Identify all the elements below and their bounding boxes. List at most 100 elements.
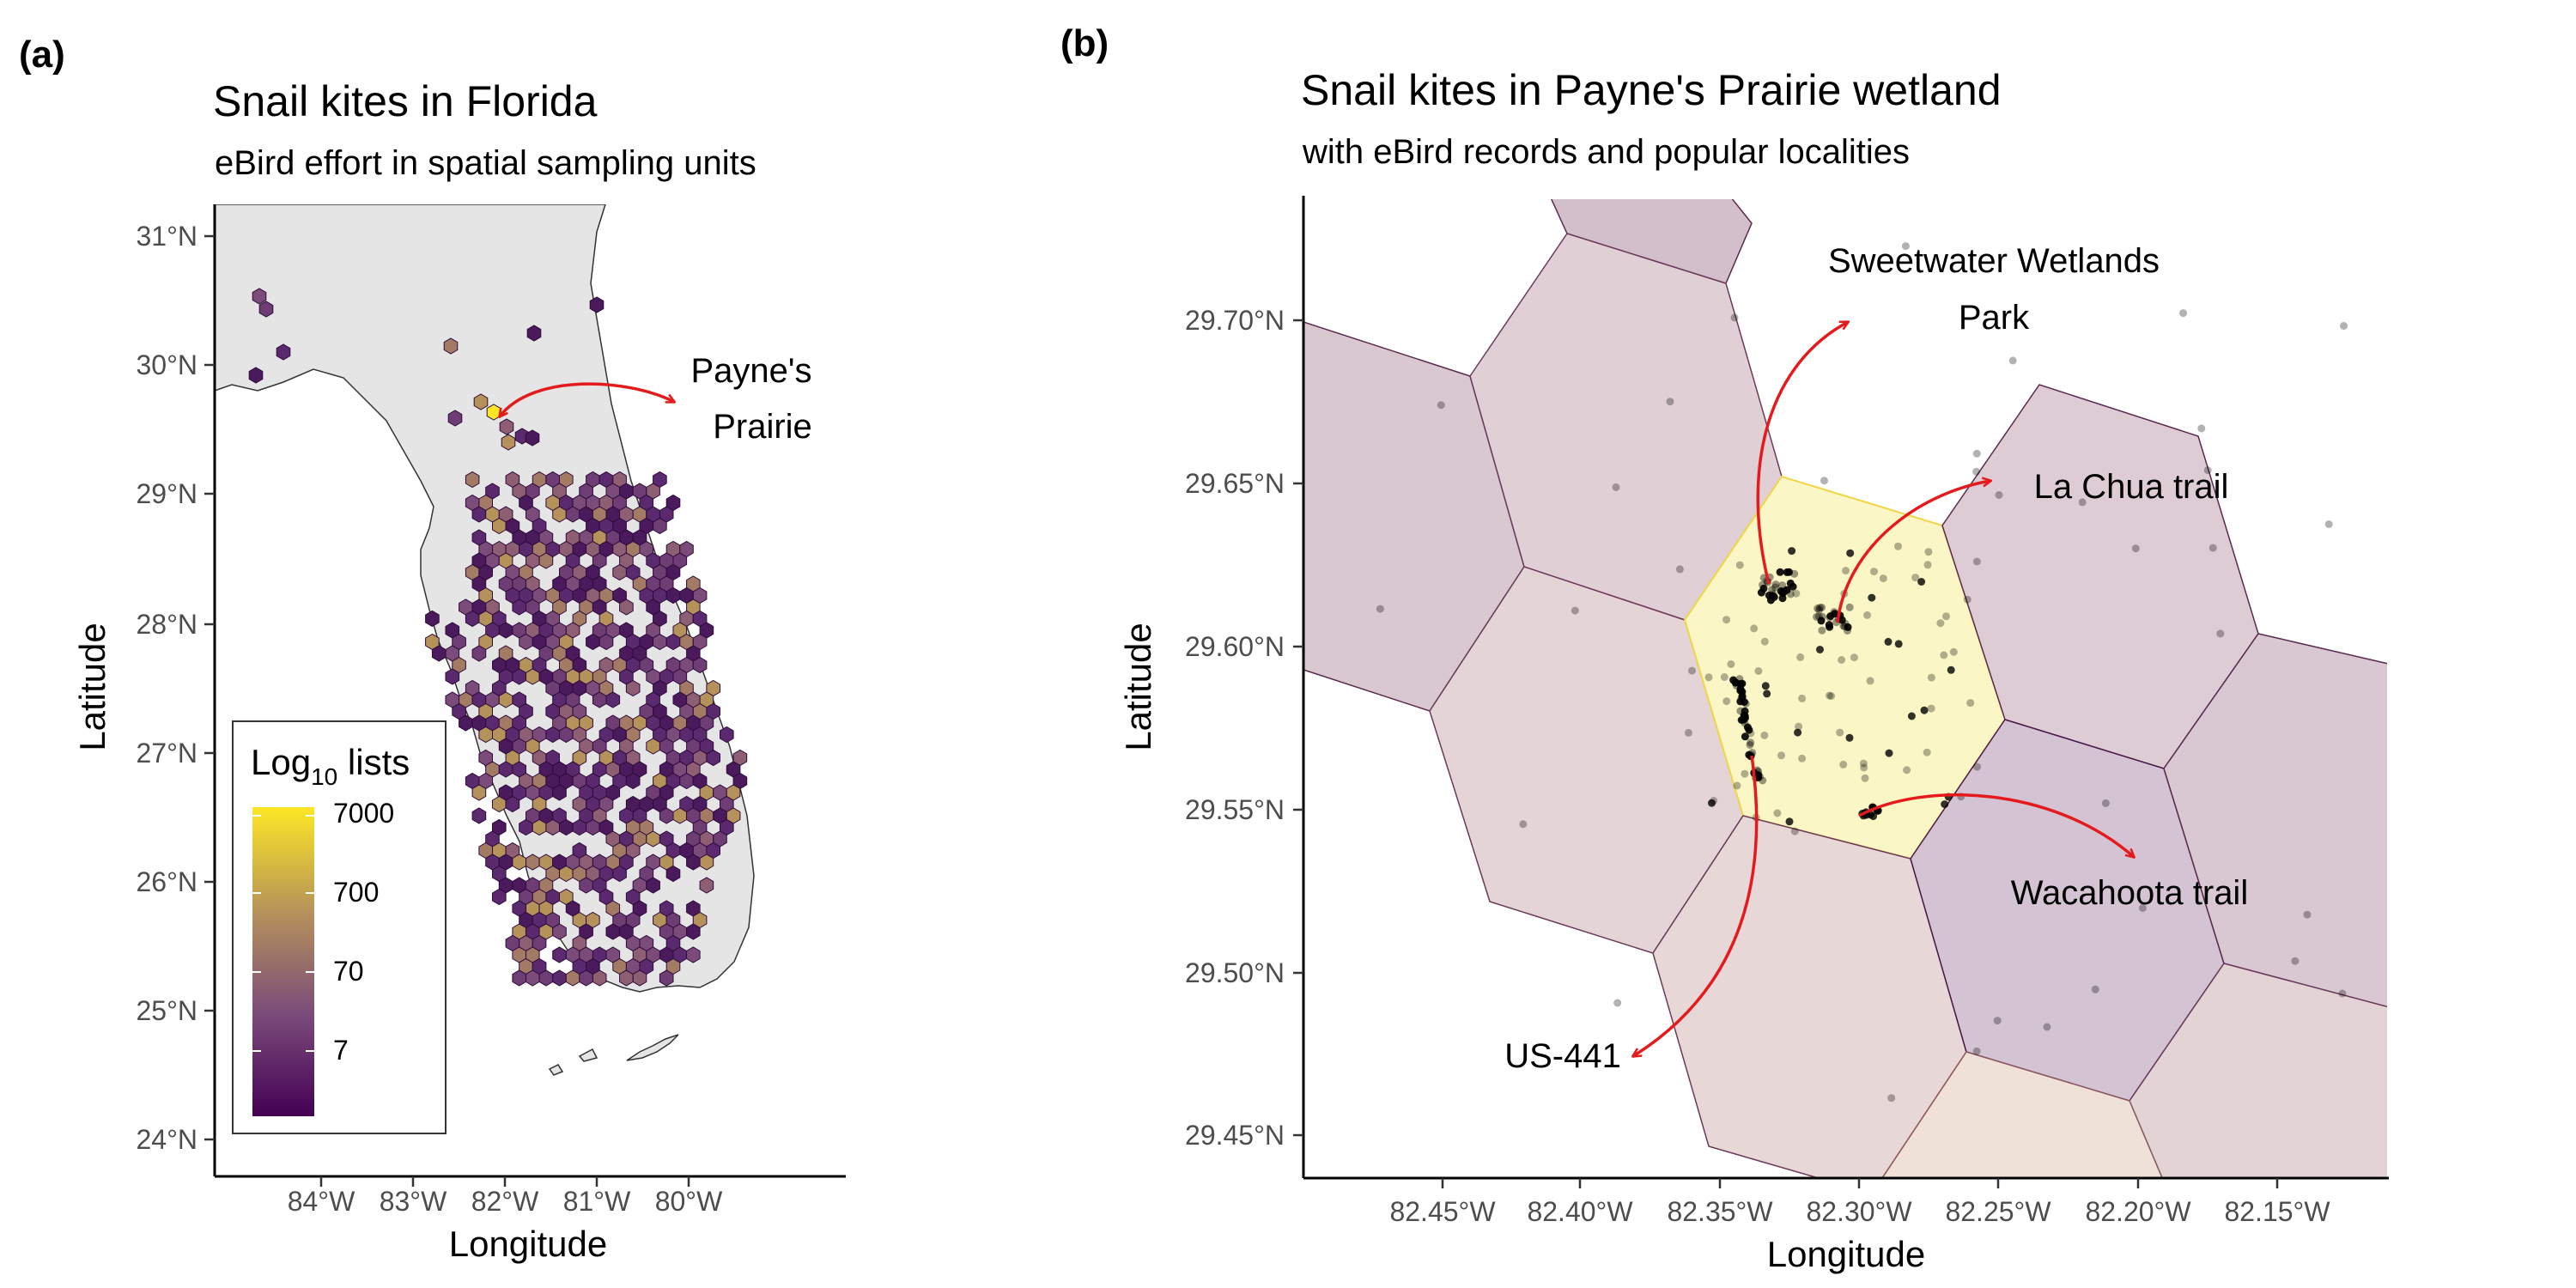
legend-label: 7 [333, 1035, 349, 1066]
ebird-record [1684, 728, 1692, 737]
sampling-hex [612, 563, 627, 581]
ebird-record [1675, 565, 1684, 574]
y-tick-label: 27°N [137, 738, 198, 769]
sampling-hex [646, 738, 660, 755]
y-tick-label: 28°N [137, 609, 198, 640]
ebird-record [1842, 567, 1850, 575]
hex-cell [1881, 1051, 2163, 1178]
sampling-hex [512, 854, 526, 871]
sampling-hex [589, 296, 605, 313]
sampling-hex [706, 749, 720, 767]
ebird-record [1768, 586, 1777, 594]
legend-colorbar [252, 807, 314, 1116]
sampling-hex [625, 679, 641, 697]
sampling-hex [653, 517, 667, 535]
sampling-hex [525, 429, 540, 447]
ebird-record [1747, 729, 1755, 738]
ebird-record [2291, 957, 2300, 965]
sampling-hex [625, 772, 641, 790]
sampling-hex [471, 784, 487, 801]
sampling-hex [665, 633, 681, 651]
ebird-record [1863, 611, 1871, 619]
sampling-hex [646, 830, 660, 848]
panel-b-subtitle: with eBird records and popular localitie… [1302, 133, 1910, 171]
ebird-record [1743, 723, 1752, 732]
ebird-record [1894, 640, 1903, 648]
ebird-record [1870, 568, 1878, 576]
ebird-record [1730, 313, 1739, 322]
x-tick-label: 84°W [288, 1186, 355, 1217]
sampling-hex [653, 633, 667, 651]
x-tick-label: 80°W [655, 1186, 723, 1217]
ebird-record [1820, 477, 1828, 485]
ebird-record [1818, 626, 1826, 635]
ebird-record [1722, 697, 1731, 706]
sampling-hex [532, 818, 547, 836]
ebird-record [1903, 766, 1911, 775]
y-tick-label: 29.45°N [1185, 1120, 1285, 1151]
ebird-record-points [1376, 242, 2348, 1103]
panel-a-tag: (a) [19, 33, 65, 76]
x-tick-label: 82.45°W [1389, 1196, 1496, 1227]
ebird-record [1613, 999, 1622, 1007]
sampling-hex [592, 969, 607, 987]
ebird-record [1735, 561, 1744, 569]
sampling-hex [665, 865, 681, 883]
ebird-record [2338, 989, 2347, 998]
sampling-hex [552, 946, 567, 963]
ebird-record [1790, 569, 1799, 578]
sampling-hex [465, 471, 480, 489]
sampling-hex [526, 854, 540, 871]
sampling-hex [565, 969, 580, 987]
ebird-record [1917, 578, 1926, 586]
y-tick-label: 26°N [137, 866, 198, 897]
sampling-hex [471, 807, 487, 824]
sampling-hex [592, 691, 607, 708]
paynes-prairie-arrow [500, 382, 674, 416]
ebird-record [1963, 595, 1971, 604]
sampling-hex [552, 969, 567, 987]
ebird-record [1704, 673, 1713, 682]
ebird-record [1941, 800, 1949, 809]
ebird-record [1727, 660, 1735, 668]
ebird-record [1868, 593, 1876, 602]
ebird-record [1761, 682, 1770, 690]
ebird-record [1995, 490, 2003, 499]
sampling-hex [586, 818, 600, 836]
ebird-record [1519, 820, 1528, 829]
ebird-record [1850, 653, 1858, 662]
ebird-record [1747, 738, 1755, 747]
sampling-hex [720, 726, 734, 744]
sampling-hex [552, 784, 567, 801]
ebird-record [1838, 656, 1846, 664]
ebird-record [1816, 646, 1824, 653]
ebird-record [1839, 760, 1848, 769]
ebird-record [1786, 579, 1795, 587]
sweetwater-arrow [1756, 322, 1848, 585]
panel-a-ylabel: Latitude [72, 623, 112, 750]
y-tick-label: 29.55°N [1185, 794, 1285, 825]
ebird-record [1859, 759, 1868, 768]
ebird-record [1376, 605, 1384, 613]
sampling-hex [431, 645, 447, 662]
sampling-hex [605, 923, 621, 940]
sampling-hex [565, 506, 580, 523]
sampling-hex [526, 668, 540, 685]
panel-b-title: Snail kites in Payne's Prairie wetland [1301, 66, 2002, 114]
sampling-hex [572, 818, 587, 836]
sampling-hex [519, 633, 533, 651]
paynes-prairie-label-line1: Payne's [690, 352, 811, 390]
y-tick-label: 29.50°N [1185, 957, 1285, 988]
ebird-record [1740, 698, 1748, 706]
sampling-hex [538, 552, 554, 569]
ebird-record [1729, 676, 1738, 684]
ebird-record [2208, 544, 2217, 552]
ebird-record [1940, 651, 1948, 659]
y-tick-label: 31°N [137, 221, 198, 252]
ebird-record [1708, 799, 1716, 807]
ebird-record [1993, 1017, 2002, 1025]
ebird-record [1750, 624, 1759, 633]
ebird-record [1815, 605, 1824, 614]
x-tick-label: 83°W [380, 1186, 447, 1217]
sampling-hex [586, 633, 600, 651]
